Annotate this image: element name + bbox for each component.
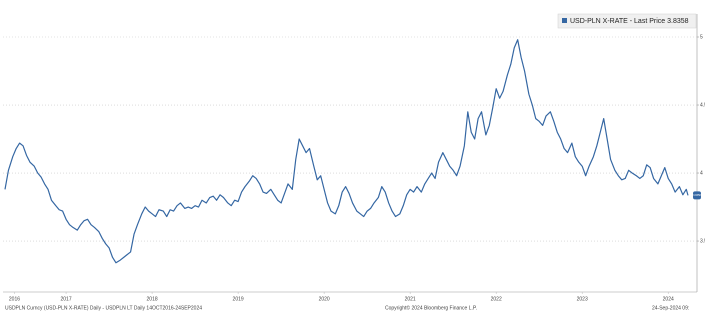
legend-label: USD-PLN X-RATE - Last Price 3.8358 [570, 18, 689, 25]
y-tick-label: 4.5 [700, 102, 705, 108]
x-tick-label: 2022 [491, 296, 502, 302]
y-tick-label: 3.5 [700, 238, 705, 244]
x-tick-label: 2016 [9, 296, 20, 302]
price-line [4, 39, 689, 264]
last-price-tag [693, 191, 701, 200]
x-tick-label: 2020 [319, 296, 330, 302]
last-price-label: 3.8358 [693, 194, 701, 197]
x-tick-label: 2021 [405, 296, 416, 302]
x-tick-label: 2018 [147, 296, 158, 302]
footer-center: Copyright© 2024 Bloomberg Finance L.P. [385, 304, 477, 311]
footer-right: 24-Sep-2024 09: [652, 305, 689, 311]
x-tick-label: 2024 [663, 296, 674, 302]
x-tick-label: 2019 [233, 296, 244, 302]
legend-swatch [562, 18, 567, 23]
legend-box [557, 13, 697, 29]
y-tick-label: 4 [700, 170, 703, 176]
footer-left: USDPLN Curncy (USD-PLN X-RATE) Daily - U… [5, 305, 202, 311]
x-tick-label: 2017 [61, 296, 72, 302]
x-tick-label: 2023 [577, 296, 588, 302]
y-tick-label: 5 [700, 34, 703, 40]
